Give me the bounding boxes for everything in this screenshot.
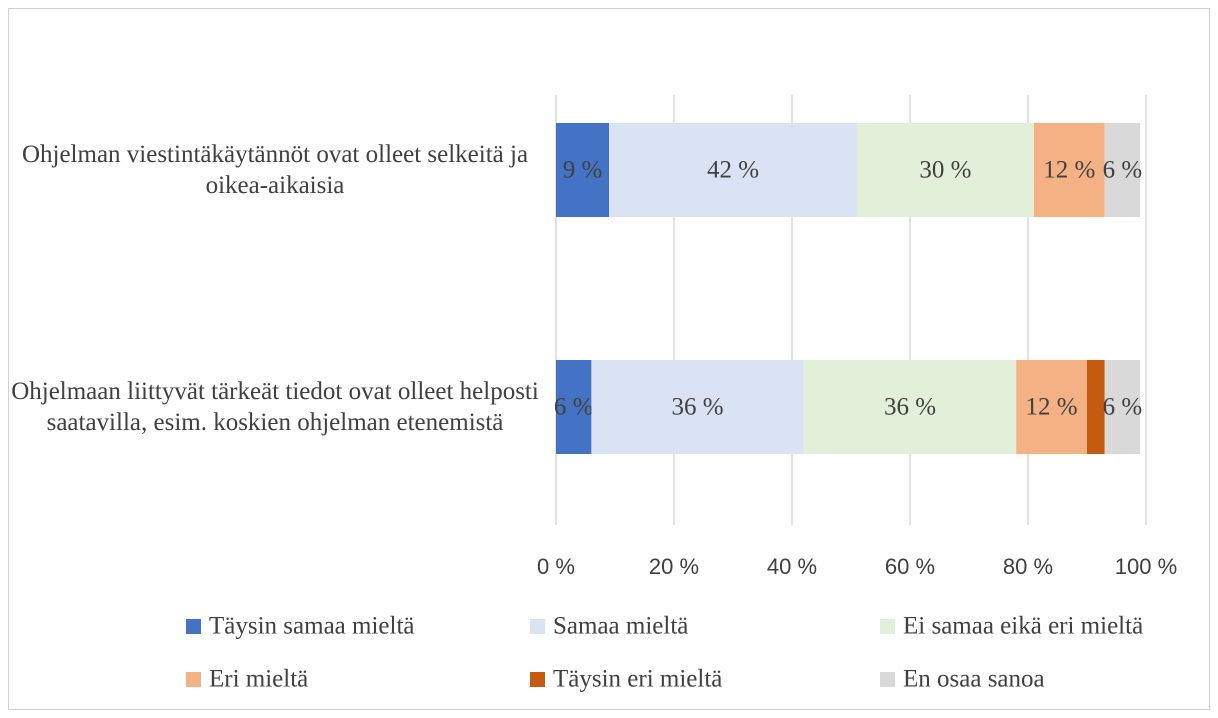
- x-tick-label: 20 %: [649, 554, 699, 579]
- legend-swatch: [186, 619, 201, 634]
- chart-frame: [8, 8, 1210, 710]
- legend-label: Eri mieltä: [209, 666, 308, 693]
- bar-segment: [1033, 123, 1105, 217]
- data-label: 12 %: [1043, 157, 1095, 184]
- bar-segment: [1087, 360, 1105, 454]
- legend-swatch: [530, 672, 545, 687]
- bar-segment: [1104, 123, 1141, 217]
- x-tick-label: 60 %: [885, 554, 935, 579]
- bar-segment: [609, 123, 857, 217]
- x-tick-label: 0 %: [537, 554, 575, 579]
- legend-label: Täysin eri mieltä: [553, 666, 722, 693]
- data-label: 6 %: [1103, 394, 1143, 421]
- bar-segment: [803, 360, 1017, 454]
- category-label: Ohjelman viestintäkäytännöt ovat olleet …: [21, 141, 529, 199]
- data-label: 6 %: [1103, 157, 1143, 184]
- bar-segment: [1104, 360, 1141, 454]
- legend-swatch: [530, 619, 545, 634]
- data-label: 12 %: [1026, 394, 1078, 421]
- data-label: 30 %: [919, 157, 971, 184]
- data-label: 36 %: [672, 394, 724, 421]
- legend-label: Täysin samaa mieltä: [209, 613, 414, 640]
- legend-swatch: [880, 619, 895, 634]
- bar-segment: [856, 123, 1034, 217]
- bar-segment: [556, 360, 592, 454]
- bar-segment: [1016, 360, 1087, 454]
- data-label: 36 %: [884, 394, 936, 421]
- x-tick-label: 100 %: [1115, 554, 1177, 579]
- legend-label: Samaa mieltä: [553, 613, 688, 640]
- legend-label: Ei samaa eikä eri mieltä: [903, 613, 1143, 640]
- bar-segment: [556, 123, 610, 217]
- category-label: Ohjelmaan liittyvät tärkeät tiedot ovat …: [11, 378, 539, 436]
- bar-segment: [591, 360, 804, 454]
- legend-swatch: [880, 672, 895, 687]
- legend-label: En osaa sanoa: [903, 666, 1045, 693]
- x-tick-label: 40 %: [767, 554, 817, 579]
- data-label: 42 %: [707, 157, 759, 184]
- x-tick-label: 80 %: [1003, 554, 1053, 579]
- data-label: 6 %: [554, 394, 594, 421]
- legend-swatch: [186, 672, 201, 687]
- data-label: 9 %: [563, 157, 603, 184]
